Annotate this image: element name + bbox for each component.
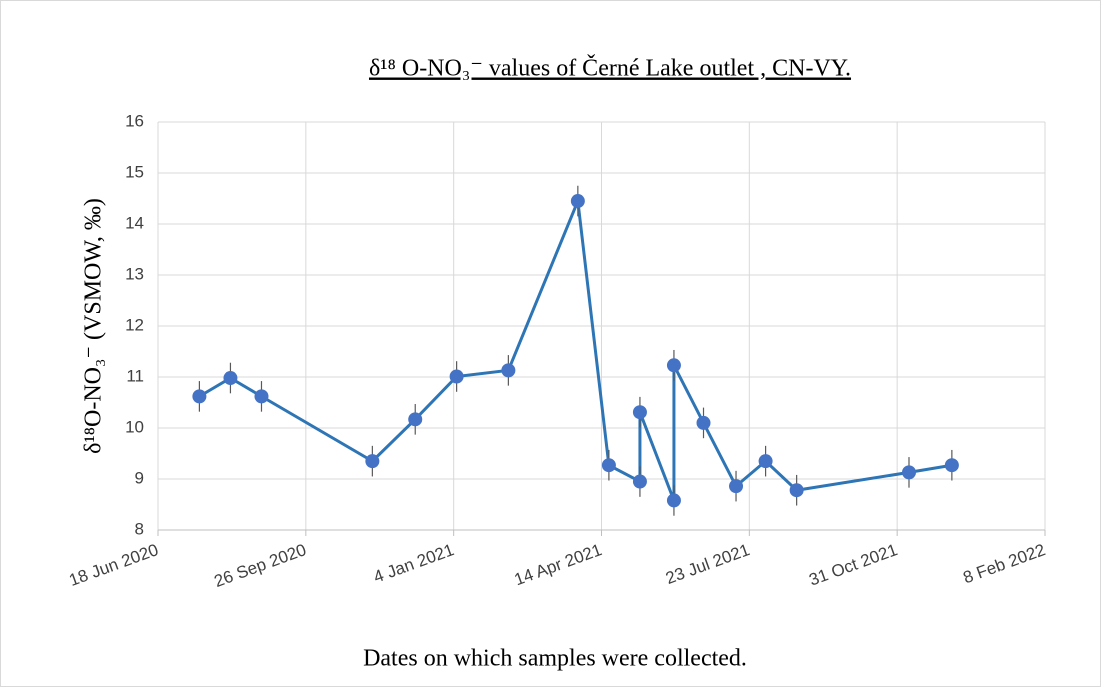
data-point <box>449 369 464 384</box>
data-point <box>254 389 269 404</box>
y-tick-label: 15 <box>125 162 144 181</box>
y-tick-label: 9 <box>135 468 144 487</box>
data-point <box>789 483 804 498</box>
data-point <box>758 454 773 469</box>
y-tick-label: 12 <box>125 315 144 334</box>
data-point <box>365 454 380 469</box>
y-tick-label: 14 <box>125 213 144 232</box>
y-axis-label: δ¹⁸O-NO₃⁻ (VSMOW, ‰) <box>81 198 107 454</box>
data-point <box>570 194 585 209</box>
data-point <box>666 358 681 373</box>
data-point <box>666 493 681 508</box>
y-tick-label: 8 <box>135 519 144 538</box>
y-tick-label: 10 <box>125 417 144 436</box>
data-point <box>901 465 916 480</box>
data-point <box>501 363 516 378</box>
data-point <box>192 389 207 404</box>
data-point <box>408 412 423 427</box>
y-tick-label: 16 <box>125 111 144 130</box>
data-point <box>223 371 238 386</box>
data-point <box>632 474 647 489</box>
y-tick-label: 11 <box>126 366 144 385</box>
chart-title: δ¹⁸ O-NO₃⁻ values of Černé Lake outlet ,… <box>369 55 851 82</box>
data-point <box>696 415 711 430</box>
data-point <box>729 479 744 494</box>
y-tick-label: 13 <box>125 264 144 283</box>
data-point <box>944 458 959 473</box>
data-point <box>601 458 616 473</box>
data-point <box>632 405 647 420</box>
x-axis-label: Dates on which samples were collected. <box>363 646 747 672</box>
